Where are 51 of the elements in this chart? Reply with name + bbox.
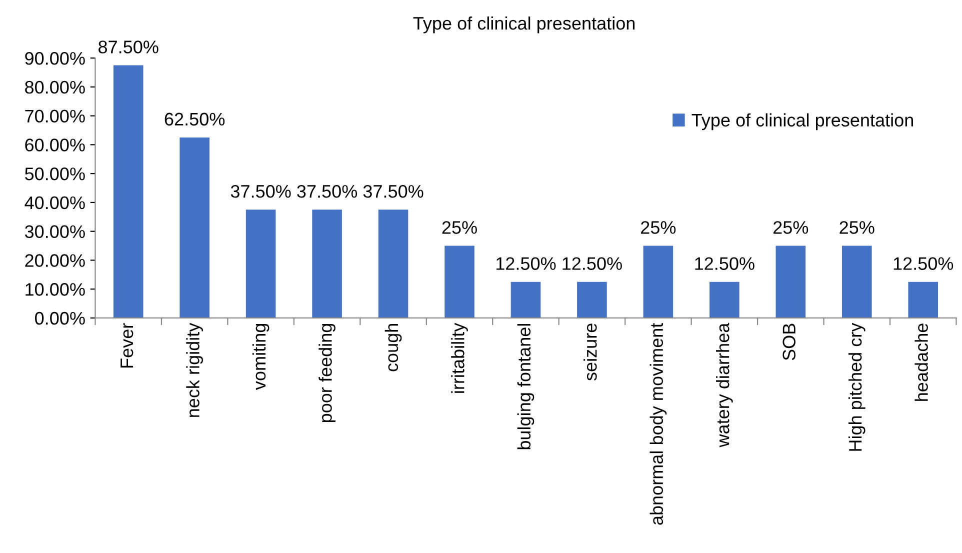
x-tick-label: poor feeding [318,324,336,422]
data-label: 12.50% [496,257,556,270]
data-label: 12.50% [562,257,622,270]
bar [908,282,938,318]
y-tick-label: 50.00% [25,168,85,180]
bar [842,246,872,318]
data-label: 25% [773,221,808,234]
x-tick-label: neck rigidity [186,322,203,417]
bar [312,210,342,318]
y-tick-label: 70.00% [25,110,85,123]
bar [710,282,740,318]
bar [643,246,674,318]
bar [378,210,408,318]
x-tick-label: watery diarrhea [716,322,733,448]
y-tick-label: 20.00% [25,254,85,267]
y-tick-label: 30.00% [24,225,85,238]
x-tick-label: vomiting [252,324,270,390]
y-tick-label: 80.00% [25,80,85,94]
x-tick-label: cough [384,324,402,372]
bar [246,210,276,318]
x-tick-label: irritability [451,322,468,393]
y-tick-label: 0.00% [35,312,85,325]
x-tick-label: High pitched cry [848,322,866,451]
data-label: 87.50% [98,40,158,54]
data-label: 37.50% [297,184,358,198]
data-label: 25% [840,221,874,234]
legend-label: Type of clinical presentation [692,113,913,130]
x-tick-label: Fever [120,323,134,368]
y-tick-label: 10.00% [26,283,85,296]
data-label: 25% [641,221,676,234]
chart-title: Type of clinical presentation [413,16,635,34]
data-label: 62.50% [164,112,225,126]
data-label: 37.50% [230,184,291,198]
data-label: 12.50% [894,257,954,270]
bar [577,282,607,318]
data-label: 25% [442,221,477,234]
bar [444,246,474,318]
x-tick-label: bulging fontanel [517,324,534,450]
data-label: 12.50% [695,257,754,270]
x-tick-label: headache [914,324,928,401]
y-tick-label: 40.00% [24,196,85,210]
x-tick-label: SOB [782,324,796,360]
bar [113,65,144,318]
y-tick-label: 60.00% [25,138,85,152]
y-tick-label: 90.00% [25,52,85,65]
x-tick-label: abnormal body moviment [650,322,667,525]
bar [510,282,541,318]
bar [776,246,806,318]
data-label: 37.50% [363,184,424,198]
bar [180,137,210,318]
x-tick-label: seizure [584,324,597,381]
